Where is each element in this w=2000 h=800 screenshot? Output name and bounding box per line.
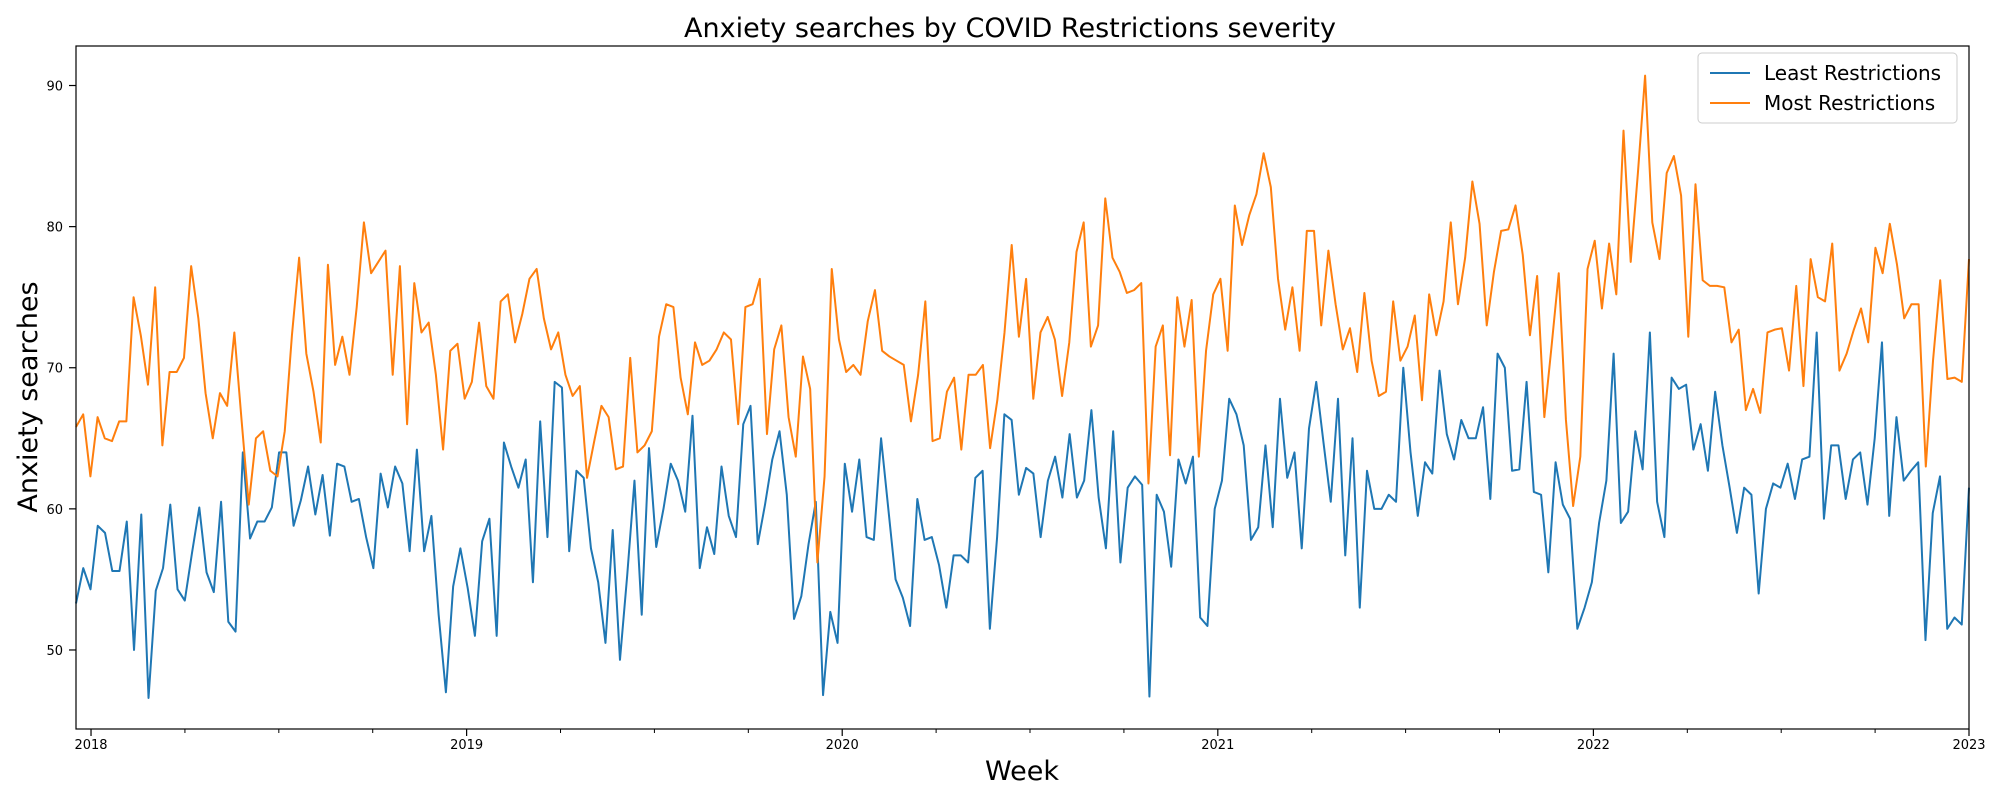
axes-frame [75, 45, 1970, 730]
series-line-2 [75, 74, 1970, 564]
x-axis-label: Week [985, 756, 1059, 787]
legend-box [1697, 52, 1958, 124]
y-axis-label: Anxiety searches [13, 281, 44, 512]
chart-title: Anxiety searches by COVID Restrictions s… [684, 13, 1336, 44]
y-tick-label: 70 [46, 362, 63, 377]
y-tick-label: 60 [46, 503, 63, 518]
legend-entry: Least Restrictions [1764, 61, 1941, 85]
x-tick-label: 2023 [1952, 738, 1985, 753]
x-tick-label: 2019 [450, 738, 483, 753]
y-tick-label: 90 [46, 80, 63, 95]
series-line-1 [75, 331, 1970, 699]
y-tick-label: 50 [46, 644, 63, 659]
legend: Least Restrictions Most Restrictions [1697, 52, 1958, 124]
x-tick-label: 2020 [826, 738, 859, 753]
x-tick-label: 2018 [74, 738, 107, 753]
x-tick-label: 2022 [1577, 738, 1610, 753]
y-tick-label: 80 [46, 221, 63, 236]
x-tick-label: 2021 [1201, 738, 1234, 753]
plot-area: 2018 2019 2020 2021 2022 2023 50 60 70 80 90 [46, 45, 1986, 753]
legend-entry: Most Restrictions [1764, 91, 1935, 115]
